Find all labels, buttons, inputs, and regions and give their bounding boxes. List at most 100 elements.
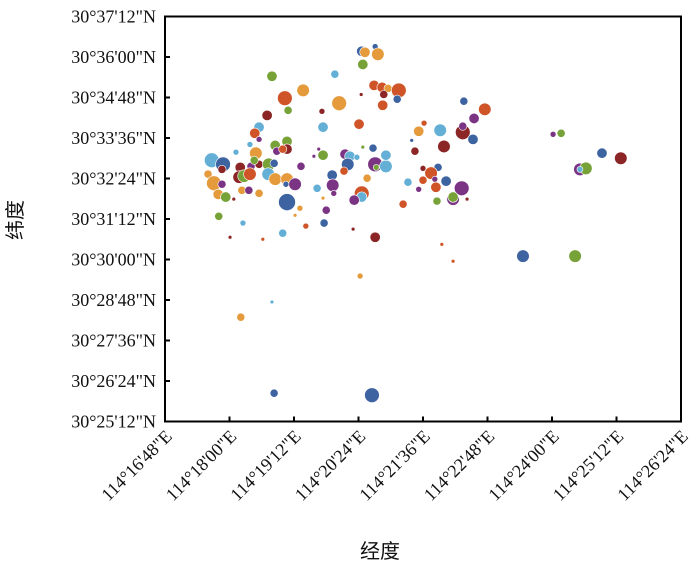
data-point <box>454 180 470 196</box>
x-axis: 114°16'48"E114°18'00"E114°19'12"E114°20'… <box>97 416 692 505</box>
data-point <box>447 191 459 203</box>
data-point <box>419 165 427 172</box>
data-point <box>283 105 293 115</box>
data-point <box>439 242 445 247</box>
data-point <box>330 69 340 79</box>
data-point <box>214 211 224 221</box>
data-point <box>372 164 380 171</box>
data-point <box>549 130 557 138</box>
data-point <box>568 249 582 263</box>
data-point <box>377 99 389 111</box>
data-point <box>371 47 385 61</box>
data-point <box>296 161 306 171</box>
data-point <box>379 159 393 173</box>
y-tick-label: 30°28'48"N <box>71 290 156 310</box>
data-point <box>269 299 275 305</box>
data-point <box>596 147 608 159</box>
data-point <box>440 175 452 187</box>
x-tick-label: 114°26'24"E <box>613 426 692 505</box>
data-point <box>398 199 408 209</box>
data-point <box>255 136 263 143</box>
data-point <box>288 177 302 191</box>
data-point <box>360 144 365 150</box>
data-point <box>249 155 259 165</box>
data-point <box>350 226 356 232</box>
data-point <box>277 90 293 106</box>
data-point <box>339 166 349 176</box>
data-point <box>556 128 566 138</box>
data-point <box>403 177 413 187</box>
y-tick-label: 30°25'12"N <box>71 412 156 432</box>
data-point <box>319 218 329 228</box>
plot-frame <box>164 15 682 423</box>
data-point <box>458 121 468 131</box>
data-point <box>220 191 232 203</box>
data-point <box>468 112 480 124</box>
data-point <box>413 125 425 137</box>
y-axis-title: 纬度 <box>3 200 27 240</box>
data-point <box>359 46 371 58</box>
data-point <box>268 172 282 186</box>
data-point <box>266 70 278 82</box>
data-point <box>296 204 304 212</box>
data-point <box>317 149 329 161</box>
data-point <box>576 166 584 173</box>
data-point <box>282 180 290 188</box>
data-point <box>203 169 213 179</box>
data-point <box>243 167 257 181</box>
y-tick-label: 30°34'48"N <box>71 88 156 108</box>
data-point <box>296 83 310 98</box>
data-point <box>278 144 288 154</box>
data-point <box>614 151 628 165</box>
data-point <box>357 58 369 70</box>
data-point <box>269 158 279 168</box>
y-tick-label: 30°37'12"N <box>71 7 156 27</box>
data-point <box>516 249 530 263</box>
y-tick-label: 30°31'12"N <box>71 209 156 229</box>
data-point <box>392 94 402 104</box>
data-point <box>433 123 447 137</box>
data-point <box>217 179 227 189</box>
data-point <box>236 312 246 322</box>
data-point <box>362 173 372 183</box>
data-point <box>278 228 288 238</box>
data-point <box>239 219 247 227</box>
data-point <box>356 272 364 280</box>
y-tick-label: 30°33'36"N <box>71 128 156 148</box>
data-point <box>244 185 254 195</box>
data-point <box>217 164 227 174</box>
data-point <box>227 235 233 240</box>
data-point <box>353 153 361 161</box>
data-point <box>478 102 492 116</box>
data-point <box>409 138 414 143</box>
data-point <box>358 92 364 97</box>
data-point <box>316 146 321 152</box>
data-point <box>353 118 365 130</box>
y-tick-label: 30°32'24"N <box>71 169 156 189</box>
data-point <box>432 196 442 206</box>
data-point <box>254 188 264 198</box>
data-point <box>369 231 381 243</box>
data-point <box>246 141 254 148</box>
data-point <box>410 146 420 156</box>
data-point <box>379 90 389 99</box>
data-points <box>203 43 628 403</box>
data-point <box>418 175 428 185</box>
y-axis: 30°37'12"N 30°36'00"N 30°34'48"N 30°33'36"N… <box>71 7 170 432</box>
data-point <box>261 109 273 121</box>
data-point <box>330 190 338 197</box>
data-point <box>437 139 451 154</box>
data-point <box>380 149 392 161</box>
data-point <box>321 205 331 215</box>
data-point <box>302 222 310 230</box>
data-point <box>232 148 240 156</box>
y-tick-label: 30°36'00"N <box>71 47 156 67</box>
data-point <box>278 193 296 211</box>
data-point <box>292 213 298 218</box>
data-point <box>459 96 469 106</box>
y-tick-label: 30°27'36"N <box>71 331 156 351</box>
data-point <box>368 143 378 153</box>
data-point <box>326 178 340 192</box>
y-tick-label: 30°30'00"N <box>71 250 156 270</box>
